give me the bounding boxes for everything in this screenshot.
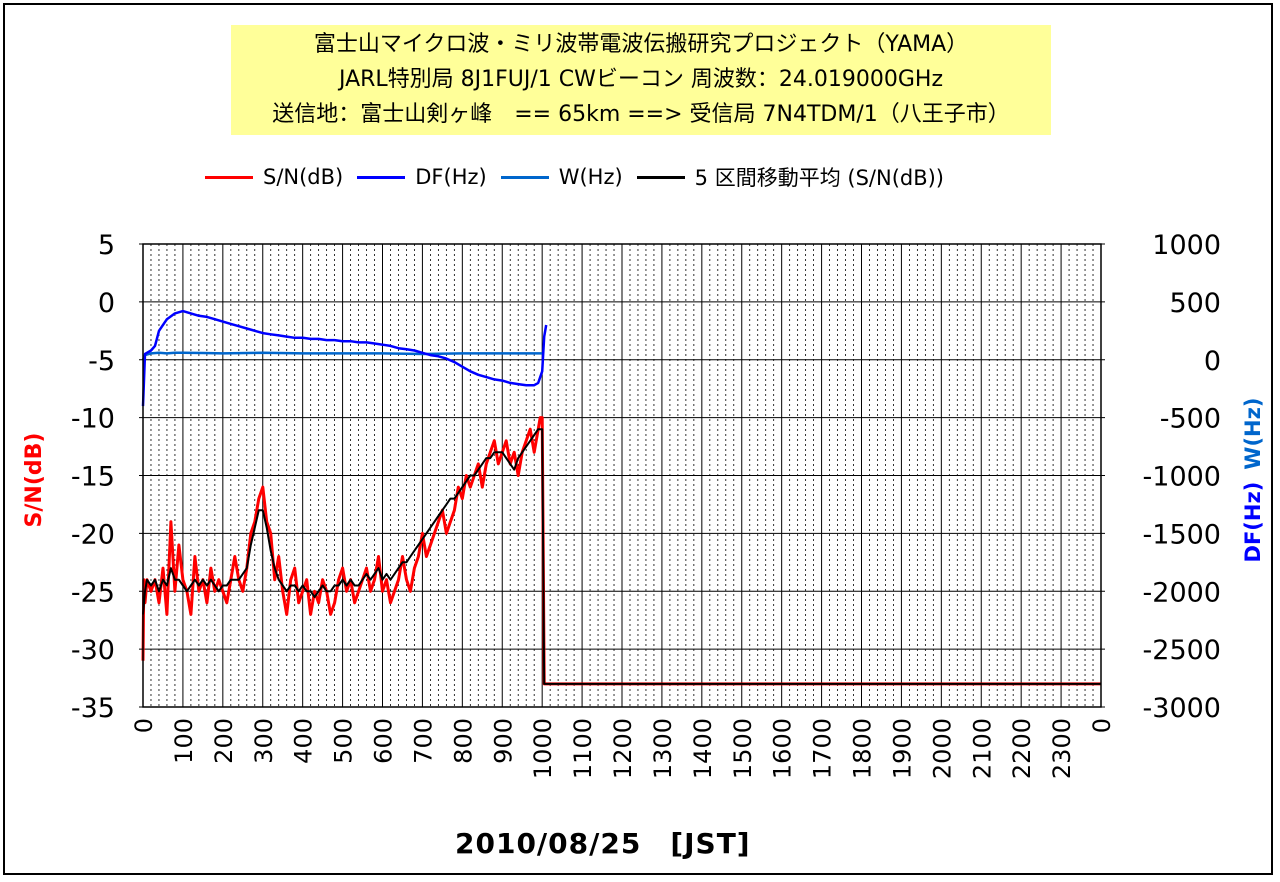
y-axis-right-label-w: W(Hz) bbox=[1241, 398, 1265, 470]
y-tick-label-right: -2000 bbox=[1143, 577, 1221, 608]
title-line-1: 富士山マイクロ波・ミリ波帯電波伝搬研究プロジェクト（YAMA） bbox=[313, 32, 969, 57]
x-tick-label: 400 bbox=[290, 718, 318, 764]
legend-label-df: DF(Hz) bbox=[415, 165, 487, 189]
x-tick-label: 1900 bbox=[888, 718, 916, 779]
legend-item-w: W(Hz) bbox=[500, 165, 623, 189]
legend-label-ma: 5 区間移動平均 (S/N(dB)) bbox=[694, 166, 945, 190]
x-tick-label: 600 bbox=[370, 718, 398, 764]
title-line-3: 送信地：富士山剣ヶ峰 == 65km ==> 受信局 7N4TDM/1（八王子市… bbox=[272, 102, 1010, 127]
y-tick-label-left: -10 bbox=[71, 404, 115, 435]
legend-swatch-sn bbox=[205, 175, 253, 179]
legend-item-df: DF(Hz) bbox=[357, 165, 487, 189]
y-tick-label-left: -30 bbox=[71, 635, 115, 666]
y-axis-right-label-df: DF(Hz) bbox=[1241, 482, 1265, 563]
title-box: 富士山マイクロ波・ミリ波帯電波伝搬研究プロジェクト（YAMA） JARL特別局 … bbox=[231, 25, 1051, 135]
legend-item-ma: 5 区間移動平均 (S/N(dB)) bbox=[636, 162, 945, 192]
y-tick-label-right: -2500 bbox=[1143, 635, 1221, 666]
x-tick-label: 1300 bbox=[649, 718, 677, 779]
x-tick-label: 300 bbox=[250, 718, 278, 764]
legend-label-w: W(Hz) bbox=[558, 165, 623, 189]
x-tick-label: 0 bbox=[1088, 718, 1116, 733]
series-line-sn bbox=[141, 416, 1101, 686]
x-tick-label: 0 bbox=[130, 718, 158, 733]
legend-swatch-df bbox=[357, 175, 406, 179]
y-tick-label-left: -25 bbox=[71, 577, 115, 608]
x-tick-label: 1600 bbox=[769, 718, 797, 779]
y-tick-label-left: 0 bbox=[98, 288, 115, 319]
x-tick-label: 1700 bbox=[809, 718, 837, 779]
y-tick-label-right: 1000 bbox=[1152, 230, 1221, 261]
legend-label-sn: S/N(dB) bbox=[263, 165, 344, 189]
x-tick-label: 700 bbox=[409, 718, 437, 764]
y-axis-right-label: DF(Hz) W(Hz) bbox=[1241, 398, 1265, 563]
y-axis-left-label-text: S/N(dB) bbox=[22, 433, 47, 528]
x-tick-label: 2200 bbox=[1008, 718, 1036, 779]
x-tick-label: 1000 bbox=[529, 718, 557, 779]
x-tick-label: 2300 bbox=[1048, 718, 1076, 779]
series-line-df bbox=[141, 309, 548, 407]
legend: S/N(dB) DF(Hz) W(Hz) 5 区間移動平均 (S/N(dB)) bbox=[205, 162, 958, 192]
y-tick-label-left: -15 bbox=[71, 462, 115, 493]
y-tick-label-right: -3000 bbox=[1143, 693, 1221, 724]
title-line-2: JARL特別局 8J1FUJ/1 CWビーコン 周波数：24.019000GHz bbox=[338, 67, 944, 92]
y-tick-label-right: -1000 bbox=[1143, 462, 1221, 493]
y-tick-label-right: 0 bbox=[1204, 346, 1221, 377]
y-tick-label-left: -35 bbox=[71, 693, 115, 724]
x-tick-label: 1200 bbox=[609, 718, 637, 779]
x-tick-label: 1500 bbox=[729, 718, 757, 779]
legend-item-sn: S/N(dB) bbox=[205, 165, 343, 189]
y-tick-label-left: -5 bbox=[88, 346, 115, 377]
y-axis-right-label-text: DF(Hz) W(Hz) bbox=[1241, 398, 1265, 563]
x-tick-label: 200 bbox=[210, 718, 238, 764]
y-tick-label-right: -500 bbox=[1160, 404, 1221, 435]
x-tick-label: 500 bbox=[330, 718, 358, 764]
x-tick-label: 1400 bbox=[689, 718, 717, 779]
x-tick-label: 800 bbox=[449, 718, 477, 764]
x-tick-label: 100 bbox=[170, 718, 198, 764]
x-tick-label: 2000 bbox=[928, 718, 956, 779]
x-axis-label: 2010/08/25 [JST] bbox=[455, 827, 751, 860]
y-tick-label-left: 5 bbox=[98, 230, 115, 261]
y-tick-label-right: -1500 bbox=[1143, 519, 1221, 550]
x-tick-label: 900 bbox=[489, 718, 517, 764]
legend-swatch-ma bbox=[636, 175, 685, 179]
series-line-w bbox=[141, 351, 543, 361]
y-tick-label-left: -20 bbox=[71, 519, 115, 550]
x-tick-label: 2100 bbox=[968, 718, 996, 779]
legend-swatch-w bbox=[500, 175, 549, 179]
y-axis-left-label: S/N(dB) bbox=[22, 433, 47, 528]
x-tick-label: 1100 bbox=[569, 718, 597, 779]
series-line-ma bbox=[142, 428, 1101, 685]
x-tick-label: 1800 bbox=[849, 718, 877, 779]
y-tick-label-right: 500 bbox=[1169, 288, 1221, 319]
